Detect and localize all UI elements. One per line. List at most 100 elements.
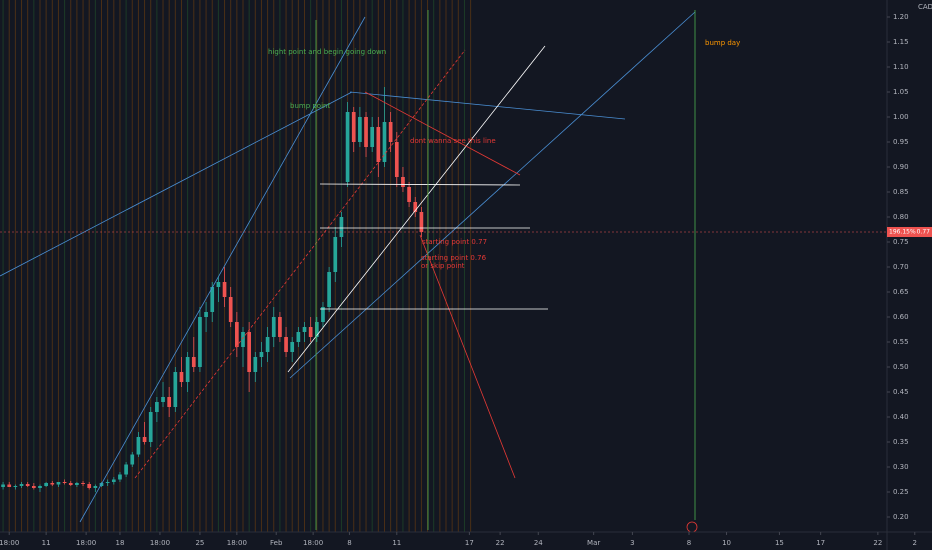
y-tick-label: 0.20 [893,513,909,521]
annotation: starting point 0.76 [421,254,487,262]
candle-body [1,484,5,487]
price-label-box [887,227,932,237]
candle-body [388,122,393,142]
candle-body [222,282,227,297]
candle-body [265,337,270,352]
candle-body [167,397,172,407]
candle-body [234,322,239,347]
candle-body [7,484,12,487]
y-tick-label: 0.95 [893,138,909,146]
candle-body [290,342,295,352]
candle-body [105,482,110,483]
x-tick-label: 2 [913,539,917,547]
annotation: bump day [705,39,740,47]
candle-body [216,282,221,287]
candle-body [68,483,73,485]
x-tick-label: 17 [465,539,474,547]
candle-body [271,317,276,337]
y-tick-label: 0.55 [893,338,909,346]
x-tick-label: 22 [496,539,505,547]
x-tick-label: 25 [195,539,204,547]
trend-line [349,91,626,120]
annotations: hight point and begin going down bump po… [268,39,740,270]
y-tick-label: 0.60 [893,313,909,321]
trend-line [134,49,466,479]
x-tick-label: 18:00 [227,539,247,547]
candle-body [345,112,350,182]
candle-body [376,127,381,162]
y-tick-label: 1.20 [893,13,909,21]
x-tick-label: Feb [270,539,283,547]
candle-body [259,352,264,357]
candle-body [136,437,141,455]
candle-body [308,327,313,337]
candle-body [351,112,356,142]
candle-body [130,454,135,465]
candle-body [50,483,55,485]
candle-body [81,483,85,484]
x-tick-label: 24 [534,539,543,547]
candle-body [38,486,42,488]
trend-line [0,91,353,277]
x-tick-label: 18:00 [76,539,96,547]
candle-body [19,484,24,486]
candle-body [198,317,202,367]
y-tick-label: 1.10 [893,63,909,71]
candle-body [31,486,36,488]
y-tick-label: 0.70 [893,263,909,271]
candle-body [173,372,178,407]
y-tick-label: 1.15 [893,38,909,46]
y-tick-label: 0.25 [893,488,909,496]
candle-body [93,486,98,488]
candle-body [314,322,319,337]
annotation: starting point 0.77 [422,238,487,246]
x-tick-label: 18 [115,539,124,547]
candle-body [204,312,208,317]
y-tick-label: 0.40 [893,413,909,421]
candle-body [56,482,61,485]
x-tick-label: 11 [392,539,401,547]
candle-body [407,187,411,202]
candle-body [142,437,147,442]
x-tick-label: 11 [42,539,51,547]
candle-body [278,317,282,337]
drawings [0,10,698,533]
candle-body [124,464,128,475]
candle-body [179,372,184,382]
candle-body [191,357,196,367]
candle-body [148,412,153,442]
candle-body [394,142,399,177]
y-tick-label: 0.35 [893,438,909,446]
candle-body [185,357,190,382]
candle-body [228,297,233,322]
x-tick-label: 10 [722,539,731,547]
candle-body [118,474,122,480]
candle-body [339,217,344,237]
y-tick-label: 0.65 [893,288,909,296]
candle-body [321,307,325,322]
trend-line [364,91,521,176]
candle-body [13,486,18,487]
candle-body [296,332,301,342]
x-tick-label: 17 [816,539,825,547]
candle-body [364,117,368,147]
y-tick-label: 0.85 [893,188,909,196]
candle-body [247,332,251,372]
x-tick-label: 18:00 [303,539,323,547]
x-tick-label: 3 [630,539,634,547]
trend-line [287,45,546,373]
price-value: 0.77 [917,229,931,236]
candle-body [87,484,92,488]
candle-body [302,327,307,332]
y-tick-label: 0.50 [893,363,909,371]
candle-body [25,484,30,486]
candle-body [327,272,331,307]
y-tick-label: 0.45 [893,388,909,396]
candle-body [358,117,362,142]
y-tick-label: 0.30 [893,463,909,471]
x-tick-label: Mar [587,539,600,547]
trend-line [289,11,696,379]
x-tick-label: 8 [687,539,691,547]
